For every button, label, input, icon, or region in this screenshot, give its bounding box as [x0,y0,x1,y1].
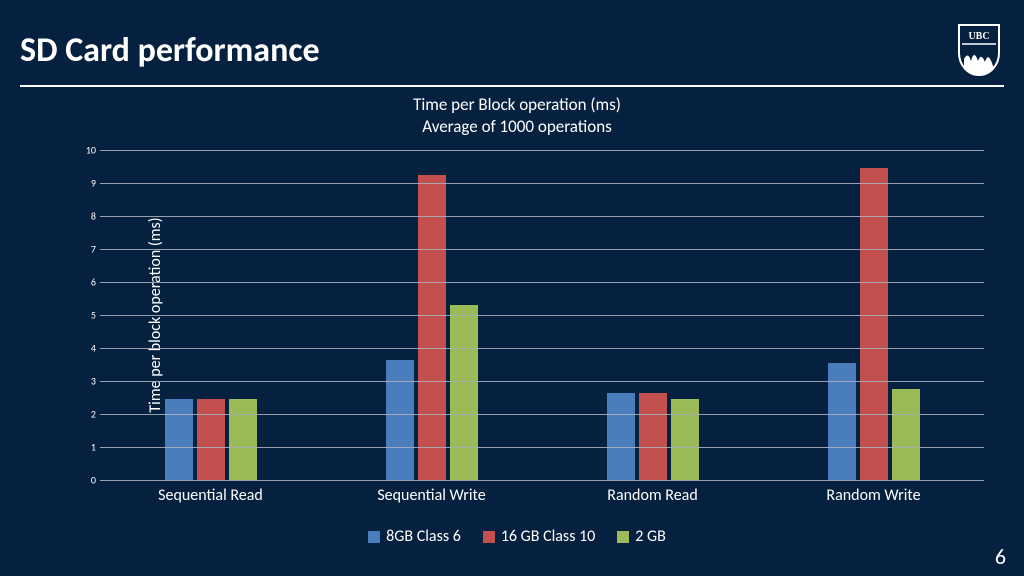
y-tick: 3 [76,375,96,388]
bar [165,399,193,480]
legend-swatch [368,531,380,543]
bar [229,399,257,480]
x-category-label: Random Read [542,480,763,505]
legend-label: 8GB Class 6 [386,527,461,546]
y-tick: 4 [76,342,96,355]
y-tick: 8 [76,210,96,223]
gridline [100,381,984,382]
title-underline [20,85,1004,87]
legend-item: 2 GB [617,527,666,546]
logo-text: UBC [968,31,989,42]
chart-title-line1: Time per Block operation (ms) [413,94,621,115]
gridline [100,480,984,481]
y-tick: 5 [76,309,96,322]
gridline [100,249,984,250]
bar [197,399,225,480]
page-title: SD Card performance [20,30,1024,71]
gridline [100,315,984,316]
bar [450,305,478,480]
y-tick: 7 [76,243,96,256]
legend-swatch [617,531,629,543]
gridline [100,282,984,283]
bar [860,168,888,480]
legend-item: 8GB Class 6 [368,527,461,546]
gridline [100,447,984,448]
x-category-label: Random Write [763,480,984,505]
gridline [100,150,984,151]
plot-area: Time per block operation (ms) Sequential… [100,150,984,480]
gridline [100,216,984,217]
y-tick: 0 [76,474,96,487]
legend-label: 2 GB [635,527,666,546]
chart: Time per Block operation (ms) Average of… [40,94,994,546]
chart-title-line2: Average of 1000 operations [422,116,612,137]
bar [671,399,699,480]
bar [607,393,635,480]
legend-swatch [483,531,495,543]
legend-label: 16 GB Class 10 [501,527,595,546]
bar [418,175,446,480]
y-tick: 6 [76,276,96,289]
x-category-label: Sequential Read [100,480,321,505]
legend: 8GB Class 6 16 GB Class 10 2 GB [40,527,994,546]
x-category-label: Sequential Write [321,480,542,505]
gridline [100,414,984,415]
legend-item: 16 GB Class 10 [483,527,595,546]
y-tick: 9 [76,177,96,190]
bar [892,389,920,480]
bar [386,360,414,480]
chart-title: Time per Block operation (ms) Average of… [40,94,994,138]
y-tick: 2 [76,408,96,421]
page-number: 6 [995,543,1006,570]
gridline [100,183,984,184]
gridline [100,348,984,349]
y-tick: 10 [76,144,96,157]
bar [639,393,667,480]
y-tick: 1 [76,441,96,454]
ubc-logo: UBC [958,24,1000,76]
